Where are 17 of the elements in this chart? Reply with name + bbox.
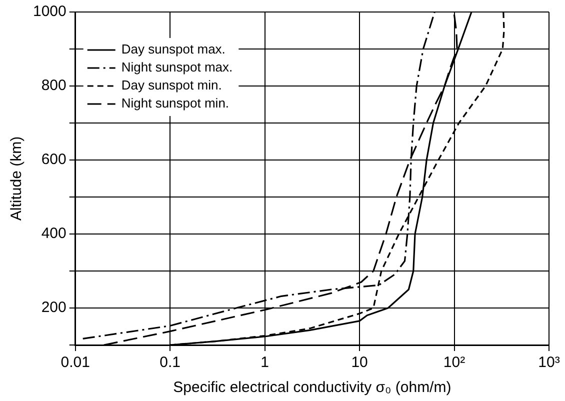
x-tick-label: 10³ [538,354,560,372]
y-tick-label: 200 [41,299,66,316]
x-axis-title: Specific electrical conductivity σ₀ (ohm/m) [173,379,452,396]
y-tick-label: 800 [41,77,66,94]
y-tick-label: 1000 [32,3,66,20]
legend-label: Day sunspot max. [121,42,226,57]
x-tick-label: 10² [443,354,466,372]
x-tick-label: 1 [260,354,269,372]
y-axis-title: Altitude (km) [8,136,26,221]
y-tick-label: 400 [41,225,66,242]
y-tick-label: 600 [41,151,66,168]
x-tick-label: 10 [351,354,368,372]
x-tick-label: 0.01 [60,354,90,372]
legend-label: Day sunspot min. [121,78,222,93]
x-tick-label: 0.1 [160,354,181,372]
legend-label: Night sunspot max. [121,60,233,75]
legend-label: Night sunspot min. [121,96,230,111]
